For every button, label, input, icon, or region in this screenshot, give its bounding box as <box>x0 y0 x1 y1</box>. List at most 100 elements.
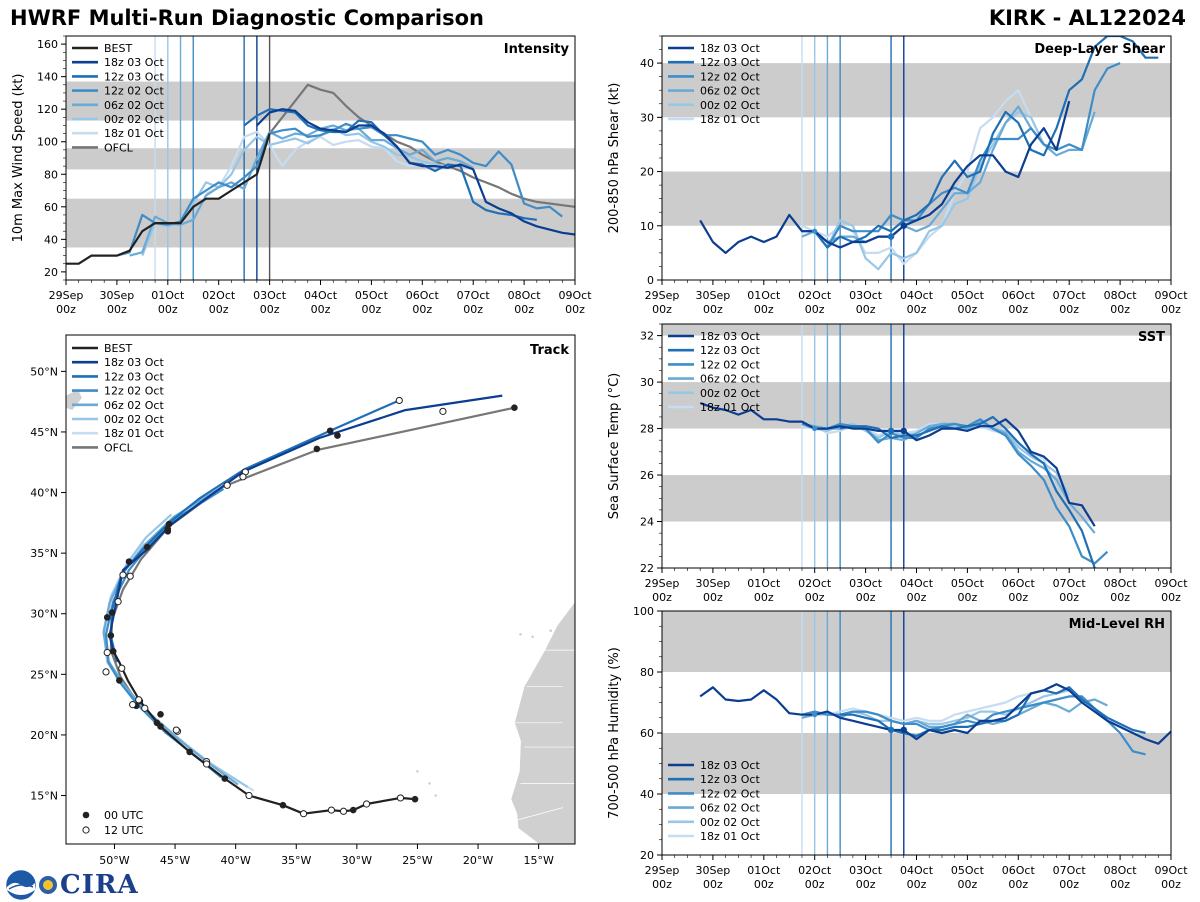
x-tick-label-date: 06Oct <box>1002 864 1036 877</box>
x-tick-label-date: 02Oct <box>798 864 832 877</box>
init-marker <box>887 726 895 734</box>
panel-intensity: 2040608010012014016029Sep00z30Sep00z01Oc… <box>11 35 592 316</box>
x-tick-label-hour: 00z <box>652 591 672 604</box>
x-tick-label-date: 08Oct <box>1104 289 1138 302</box>
legend-label: 18z 03 Oct <box>104 56 164 69</box>
track-point-12utc <box>119 571 127 579</box>
y-tick-label: 40 <box>640 57 654 70</box>
init-marker <box>900 726 907 734</box>
track-point-12utc <box>239 473 247 481</box>
x-tick-label-date: 02Oct <box>202 289 236 302</box>
lon-tick-label: 15°W <box>523 854 553 867</box>
init-marker <box>812 228 818 234</box>
x-tick-label-date: 30Sep <box>696 864 731 877</box>
series-line-12z-03-oct <box>813 36 1159 249</box>
map-area <box>66 389 575 844</box>
x-tick-label-date: 06Oct <box>406 289 440 302</box>
legend-label: 00z 02 Oct <box>700 816 760 829</box>
legend-label: 12z 03 Oct <box>700 56 760 69</box>
marker-legend-label: 12 UTC <box>104 824 144 837</box>
x-tick-label-hour: 00z <box>907 303 927 316</box>
shaded-band <box>66 81 575 121</box>
noaa-emblem-icon <box>4 868 38 902</box>
track-point-12utc <box>223 481 231 489</box>
series-line-18z-03-oct <box>699 401 1096 527</box>
y-tick-label: 30 <box>640 376 654 389</box>
series-line-18z-01-oct <box>801 683 1057 722</box>
track-point-00utc <box>334 432 341 439</box>
island <box>531 635 534 639</box>
x-tick-label-hour: 00z <box>1110 303 1130 316</box>
x-tick-label-date: 08Oct <box>1104 577 1138 590</box>
shaded-band <box>662 324 1171 336</box>
legend-label: 12z 02 Oct <box>700 70 760 83</box>
legend-label: 00z 02 Oct <box>104 113 164 126</box>
y-tick-label: 10 <box>640 220 654 233</box>
legend-label: 12z 02 Oct <box>700 358 760 371</box>
y-tick-label: 100 <box>37 136 58 149</box>
x-tick-label-hour: 00z <box>1161 878 1181 891</box>
y-tick-label: 140 <box>37 71 58 84</box>
track-point-12utc <box>118 664 126 672</box>
y-tick-label: 40 <box>44 233 58 246</box>
track-line-best <box>112 650 416 815</box>
legend-label: 18z 01 Oct <box>700 113 760 126</box>
x-tick-label-date: 07Oct <box>1053 289 1087 302</box>
x-tick-label-hour: 00z <box>107 303 127 316</box>
x-tick-label-hour: 00z <box>1161 591 1181 604</box>
x-tick-label-hour: 00z <box>754 303 774 316</box>
plot-area <box>662 36 1171 280</box>
legend-label: OFCL <box>104 441 134 454</box>
x-tick-label-hour: 00z <box>158 303 178 316</box>
shaded-band <box>662 63 1171 118</box>
track-point-00utc <box>411 795 419 803</box>
x-tick-label-date: 08Oct <box>508 289 542 302</box>
lon-tick-label: 35°W <box>281 854 311 867</box>
track-point-00utc <box>143 543 151 551</box>
track-point-12utc <box>339 807 348 815</box>
x-tick-label-hour: 00z <box>856 303 876 316</box>
track-line-ofcl <box>109 406 515 724</box>
legend-label: 18z 01 Oct <box>700 401 760 414</box>
track-point-00utc <box>164 528 172 535</box>
x-tick-label-date: 29Sep <box>49 289 84 302</box>
y-tick-label: 30 <box>640 111 654 124</box>
x-tick-label-date: 06Oct <box>1002 289 1036 302</box>
x-tick-label-hour: 00z <box>805 878 825 891</box>
panel-sst: 22242628303229Sep00z30Sep00z01Oct00z02Oc… <box>607 323 1188 604</box>
legend-label: 12z 02 Oct <box>104 385 164 398</box>
legend-label: 12z 02 Oct <box>104 85 164 98</box>
island <box>549 629 553 633</box>
legend-label: 06z 02 Oct <box>700 85 760 98</box>
marker-legend-00utc <box>82 811 90 819</box>
panel-track: 50°W 45°W 40°W 35°W 30°W 25°W 20°W 15°W 15°N 20°N… <box>30 334 576 867</box>
track-point-12utc <box>395 396 403 405</box>
x-tick-label-date: 05Oct <box>951 289 985 302</box>
x-tick-label-hour: 00z <box>1059 303 1079 316</box>
x-tick-label-date: 04Oct <box>900 577 934 590</box>
x-tick-label-hour: 00z <box>1161 303 1181 316</box>
lat-tick-label: 25°N <box>30 668 58 681</box>
panel-rh: 2040608010029Sep00z30Sep00z01Oct00z02Oct… <box>607 605 1188 891</box>
track-point-12utc <box>114 598 122 606</box>
series-line-06z-02-oct <box>129 124 474 257</box>
x-tick-label-hour: 00z <box>856 591 876 604</box>
lon-tick-label: 30°W <box>342 854 372 867</box>
legend-label: 18z 03 Oct <box>700 330 760 343</box>
track-point-00utc <box>107 632 115 639</box>
shaded-band <box>662 475 1171 522</box>
y-tick-label: 20 <box>44 266 58 279</box>
legend-label: 18z 01 Oct <box>104 427 164 440</box>
legend-label: 18z 03 Oct <box>700 42 760 55</box>
track-point-12utc <box>245 791 253 800</box>
x-tick-label-date: 09Oct <box>558 289 592 302</box>
track-point-12utc <box>299 810 308 818</box>
track-point-12utc <box>439 407 447 415</box>
legend-label: 18z 03 Oct <box>700 759 760 772</box>
y-tick-label: 120 <box>37 103 58 116</box>
x-tick-label-date: 06Oct <box>1002 577 1036 590</box>
init-marker <box>887 427 895 435</box>
track-point-12utc <box>396 794 405 802</box>
legend-label: OFCL <box>104 141 134 154</box>
